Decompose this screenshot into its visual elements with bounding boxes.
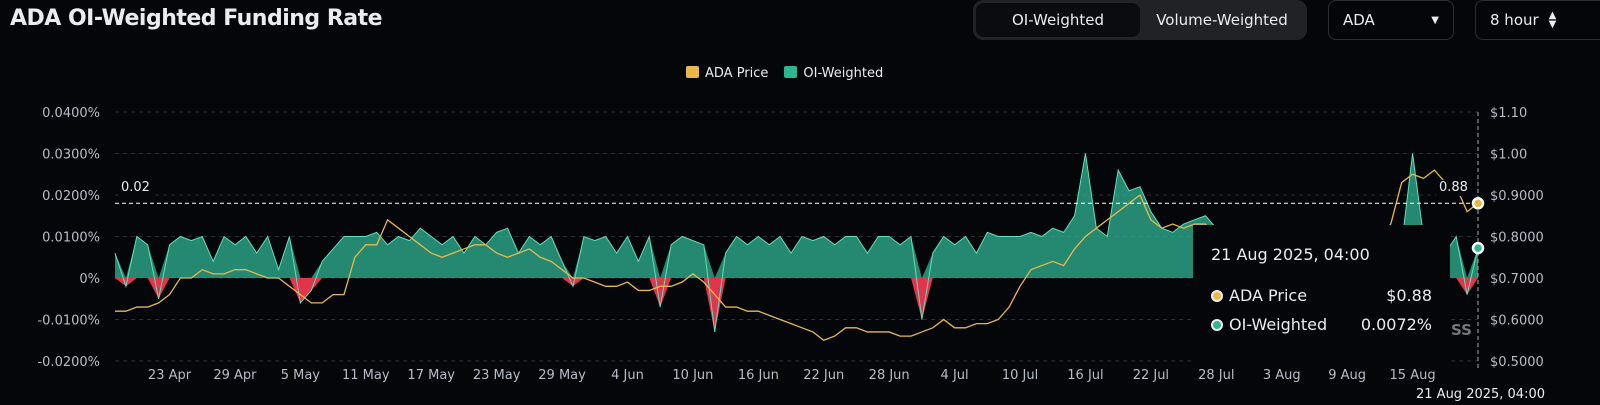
y-right-tick: $1.10 [1490, 106, 1527, 121]
x-tick: 4 Jun [611, 368, 644, 383]
price-swatch [686, 66, 699, 78]
legend-item-funding[interactable]: OI-Weighted [784, 66, 883, 81]
sort-icon: ▲ ▼ [1548, 10, 1557, 30]
y-left-tick: 0.0100% [42, 231, 100, 246]
funding-point [1471, 241, 1485, 255]
price-dot-icon [1211, 290, 1223, 302]
page-title: ADA OI-Weighted Funding Rate [10, 6, 383, 31]
interval-value: 8 hour [1490, 11, 1539, 29]
crosshair-right-label: 0.88 [1436, 180, 1471, 196]
x-tick: 23 Apr [148, 368, 192, 383]
x-tick: 22 Jun [803, 368, 844, 383]
symbol-dropdown[interactable]: ADA ▼ [1328, 0, 1454, 40]
x-tick: 4 Jul [941, 368, 969, 383]
tooltip-date: 21 Aug 2025, 04:00 [1211, 245, 1370, 264]
symbol-value: ADA [1343, 11, 1375, 29]
interval-dropdown[interactable]: 8 hour ▲ ▼ [1475, 0, 1600, 40]
y-left-tick: -0.0200% [37, 355, 100, 370]
legend-item-price[interactable]: ADA Price [686, 66, 768, 81]
x-tick: 28 Jun [869, 368, 910, 383]
crosshair-left-label: 0.02 [118, 180, 153, 196]
tooltip: 21 Aug 2025, 04:00 ADA Price $0.88 OI-Wei… [1193, 225, 1472, 365]
funding-dot-icon [1211, 319, 1223, 331]
x-tick: 22 Jul [1133, 368, 1169, 383]
x-tick: 15 Aug [1390, 368, 1436, 383]
caret-down-icon: ▼ [1431, 14, 1439, 26]
y-left-tick: 0% [79, 272, 100, 287]
tooltip-row-funding: OI-Weighted 0.0072% [1211, 315, 1432, 334]
x-tick: 17 May [407, 368, 455, 383]
weighting-toggle: OI-Weighted Volume-Weighted [973, 0, 1307, 40]
crosshair-x-label: 21 Aug 2025, 04:00 [1412, 386, 1550, 404]
y-left-tick: 0.0300% [42, 148, 100, 163]
y-right-tick: $0.6000 [1490, 314, 1544, 329]
y-right-tick: $0.5000 [1490, 355, 1544, 370]
x-tick: 23 May [473, 368, 521, 383]
y-right-tick: $0.8000 [1490, 231, 1544, 246]
x-tick: 10 Jul [1002, 368, 1038, 383]
x-tick: 5 May [281, 368, 321, 383]
tab-oi-weighted[interactable]: OI-Weighted [976, 3, 1140, 37]
funding-swatch [784, 66, 798, 78]
x-tick: 16 Jul [1067, 368, 1103, 383]
y-right-tick: $1.00 [1490, 148, 1527, 163]
y-right-tick: $0.7000 [1490, 272, 1544, 287]
tab-volume-weighted[interactable]: Volume-Weighted [1156, 11, 1288, 29]
x-tick: 10 Jun [672, 368, 713, 383]
x-tick: 28 Jul [1198, 368, 1234, 383]
x-tick: 11 May [342, 368, 390, 383]
x-tick: 9 Aug [1328, 368, 1366, 383]
price-point [1471, 197, 1485, 210]
funding-positive-area [115, 153, 1478, 278]
y-left-tick: 0.0400% [42, 106, 100, 121]
x-tick: 3 Aug [1263, 368, 1301, 383]
x-tick: 29 May [538, 368, 586, 383]
tooltip-row-price: ADA Price $0.88 [1211, 286, 1432, 305]
y-right-tick: $0.9000 [1490, 189, 1544, 204]
watermark: SS [1451, 321, 1472, 339]
x-tick: 16 Jun [738, 368, 779, 383]
y-left-tick: -0.0100% [37, 314, 100, 329]
chart-legend: ADA Price OI-Weighted [686, 66, 883, 81]
x-tick: 29 Apr [213, 368, 257, 383]
y-left-tick: 0.0200% [42, 189, 100, 204]
